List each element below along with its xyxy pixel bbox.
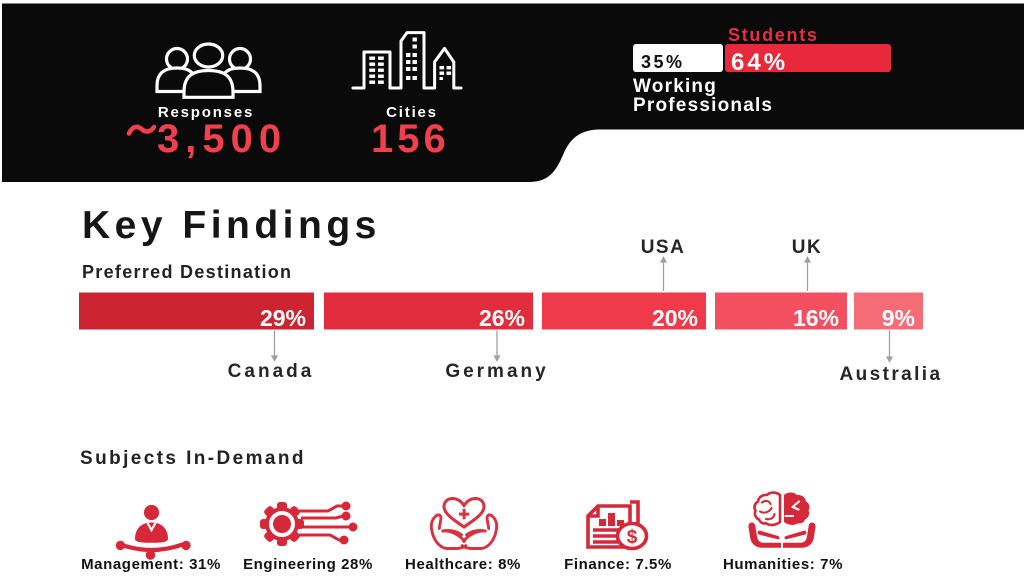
svg-text:$: $ — [627, 527, 638, 548]
